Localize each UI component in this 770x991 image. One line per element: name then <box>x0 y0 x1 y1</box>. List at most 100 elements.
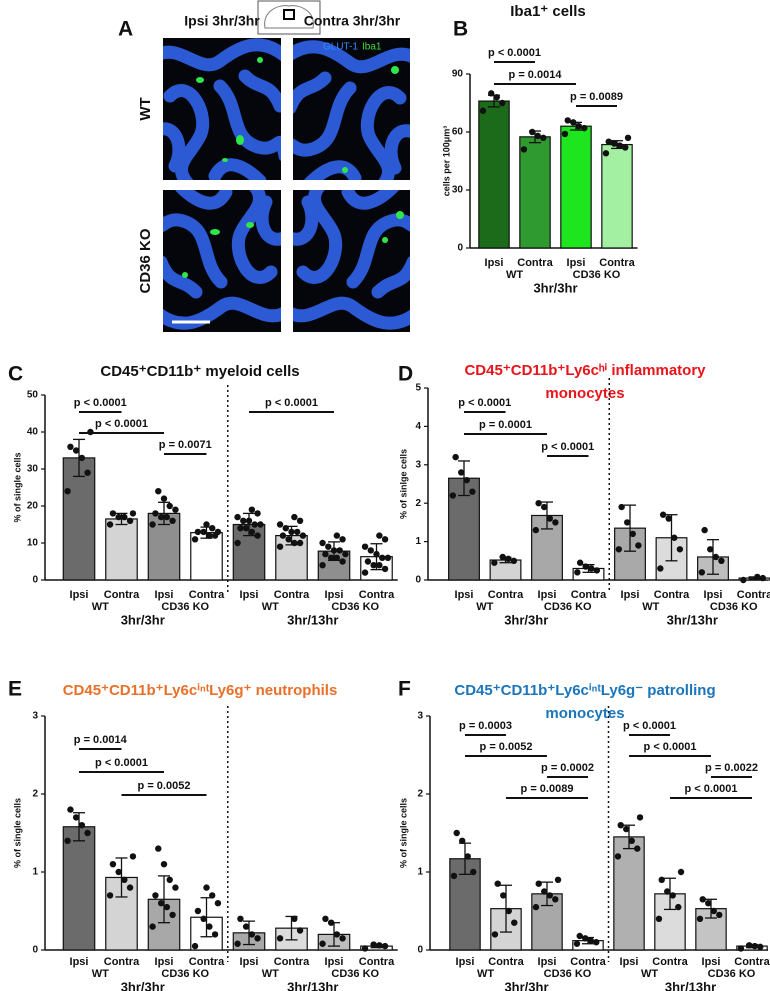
data-point <box>339 935 346 942</box>
panel-a: A Ipsi 3hr/3hr Contra 3hr/3hr WT CD36 KO… <box>118 0 410 332</box>
panel-letter: C <box>8 363 23 386</box>
data-point <box>333 931 341 938</box>
x-tick-label: Contra <box>488 589 524 601</box>
data-point <box>169 517 176 524</box>
data-point <box>677 868 685 876</box>
group-label: CD36 KO <box>544 601 592 613</box>
significance-label: p = 0.0014 <box>509 69 563 81</box>
timepoint-label: 3hr/13hr <box>287 612 338 627</box>
group-label: CD36 KO <box>161 601 209 613</box>
timepoint-label: 3hr/3hr <box>533 280 577 295</box>
data-point <box>319 562 326 569</box>
data-point <box>464 853 471 860</box>
data-point <box>157 513 165 521</box>
data-point <box>109 510 117 517</box>
bar <box>601 143 633 249</box>
data-point <box>532 903 540 911</box>
data-point <box>72 814 80 821</box>
data-point <box>505 907 512 915</box>
data-point <box>336 547 343 554</box>
data-point <box>587 937 594 944</box>
data-point <box>322 550 329 558</box>
significance-label: p < 0.0001 <box>95 757 148 769</box>
data-point <box>381 942 389 950</box>
significance-label: p = 0.0089 <box>521 783 574 795</box>
data-point <box>376 942 383 949</box>
data-point <box>106 521 114 528</box>
chart-title: CD45⁺CD11b⁺Ly6cⁱⁿᵗLy6g⁺ neutrophils <box>63 682 338 699</box>
data-point <box>254 935 261 942</box>
data-point <box>452 453 459 461</box>
y-tick-label: 3 <box>32 711 38 722</box>
data-point <box>463 476 470 484</box>
data-point <box>469 488 476 495</box>
data-point <box>499 99 506 107</box>
data-point <box>552 896 559 903</box>
group-label: WT <box>477 968 494 980</box>
data-point <box>737 945 745 952</box>
data-point <box>535 880 542 887</box>
data-point <box>617 822 624 829</box>
y-tick-label: 90 <box>452 69 464 80</box>
data-point <box>534 132 541 140</box>
data-point <box>602 150 610 157</box>
data-point <box>248 528 256 536</box>
x-tick-label: Ipsi <box>485 257 504 269</box>
y-axis-label: % of single cells <box>12 798 22 868</box>
data-point <box>611 140 618 147</box>
y-tick-label: 0 <box>417 945 423 956</box>
data-point <box>616 142 623 149</box>
column-label: Ipsi 3hr/3hr <box>184 13 260 29</box>
data-point <box>214 900 222 907</box>
panel-letter: D <box>398 363 413 386</box>
data-point <box>257 521 264 528</box>
data-point <box>705 900 712 907</box>
data-point <box>129 510 137 517</box>
x-tick-label: Contra <box>571 589 607 601</box>
data-point <box>459 837 466 844</box>
data-point <box>279 532 287 539</box>
data-point <box>291 915 298 922</box>
significance-label: p = 0.0052 <box>480 741 533 753</box>
data-point <box>593 939 600 946</box>
data-point <box>699 896 706 903</box>
data-point <box>342 550 349 558</box>
data-point <box>254 510 261 517</box>
data-point <box>376 562 383 569</box>
data-point <box>636 814 644 821</box>
x-tick-label: Contra <box>359 589 395 601</box>
significance-label: p < 0.0001 <box>644 741 697 753</box>
data-point <box>675 903 682 911</box>
data-point <box>605 138 612 145</box>
data-point <box>520 146 528 153</box>
micrograph <box>163 190 281 332</box>
data-point <box>325 543 332 550</box>
data-point <box>242 525 250 532</box>
data-point <box>367 547 374 554</box>
group-label: CD36 KO <box>544 968 592 980</box>
y-tick-label: 0 <box>32 945 38 956</box>
y-tick-label: 1 <box>32 867 38 878</box>
significance-label: p = 0.0071 <box>159 439 212 451</box>
bar <box>62 826 96 951</box>
significance-label: p < 0.0001 <box>265 397 318 409</box>
group-label: WT <box>641 968 658 980</box>
data-point <box>160 495 168 502</box>
x-tick-label: Ipsi <box>621 589 640 601</box>
data-point <box>237 525 244 532</box>
chart-title: Iba1⁺ cells <box>510 3 585 20</box>
data-point <box>561 130 569 138</box>
data-point <box>242 923 250 930</box>
data-point <box>285 536 292 543</box>
data-point <box>84 829 91 837</box>
data-point <box>712 553 719 561</box>
data-point <box>206 532 213 539</box>
data-point <box>746 942 753 949</box>
x-tick-label: Ipsi <box>456 956 475 968</box>
y-tick-label: 2 <box>415 498 421 509</box>
data-point <box>511 919 518 926</box>
data-point <box>470 868 477 876</box>
data-point <box>669 892 676 899</box>
data-point <box>564 117 571 124</box>
